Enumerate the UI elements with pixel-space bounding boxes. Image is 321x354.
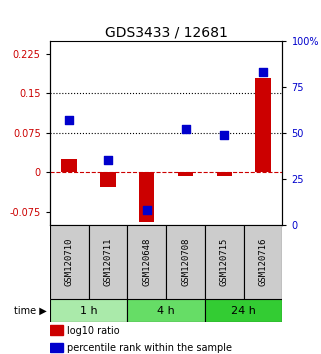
Point: [105, 158, 110, 163]
Text: GSM120716: GSM120716: [259, 238, 268, 286]
Text: GSM120711: GSM120711: [103, 238, 112, 286]
Bar: [205, 225, 244, 299]
Point: [183, 126, 188, 132]
Point: [144, 207, 149, 213]
Bar: [100, 172, 116, 187]
Bar: [61, 159, 77, 172]
Bar: [255, 78, 271, 172]
Text: log10 ratio: log10 ratio: [67, 326, 120, 336]
Point: [261, 69, 266, 75]
Bar: [205, 299, 282, 322]
Point: [222, 132, 227, 137]
Bar: [166, 225, 205, 299]
Text: 4 h: 4 h: [157, 306, 175, 316]
Bar: [139, 172, 154, 222]
Text: 24 h: 24 h: [231, 306, 256, 316]
Point: [66, 117, 72, 123]
Bar: [127, 299, 205, 322]
Title: GDS3433 / 12681: GDS3433 / 12681: [105, 25, 228, 40]
Bar: [50, 325, 63, 335]
Text: GSM120708: GSM120708: [181, 238, 190, 286]
Bar: [89, 225, 127, 299]
Text: 1 h: 1 h: [80, 306, 97, 316]
Text: percentile rank within the sample: percentile rank within the sample: [67, 343, 232, 353]
Text: GSM120648: GSM120648: [142, 238, 151, 286]
Bar: [217, 172, 232, 176]
Bar: [50, 299, 127, 322]
Text: GSM120710: GSM120710: [65, 238, 74, 286]
Bar: [50, 343, 63, 353]
Bar: [244, 225, 282, 299]
Text: time ▶: time ▶: [14, 306, 47, 316]
Text: GSM120715: GSM120715: [220, 238, 229, 286]
Bar: [50, 225, 89, 299]
Bar: [178, 172, 193, 176]
Bar: [127, 225, 166, 299]
